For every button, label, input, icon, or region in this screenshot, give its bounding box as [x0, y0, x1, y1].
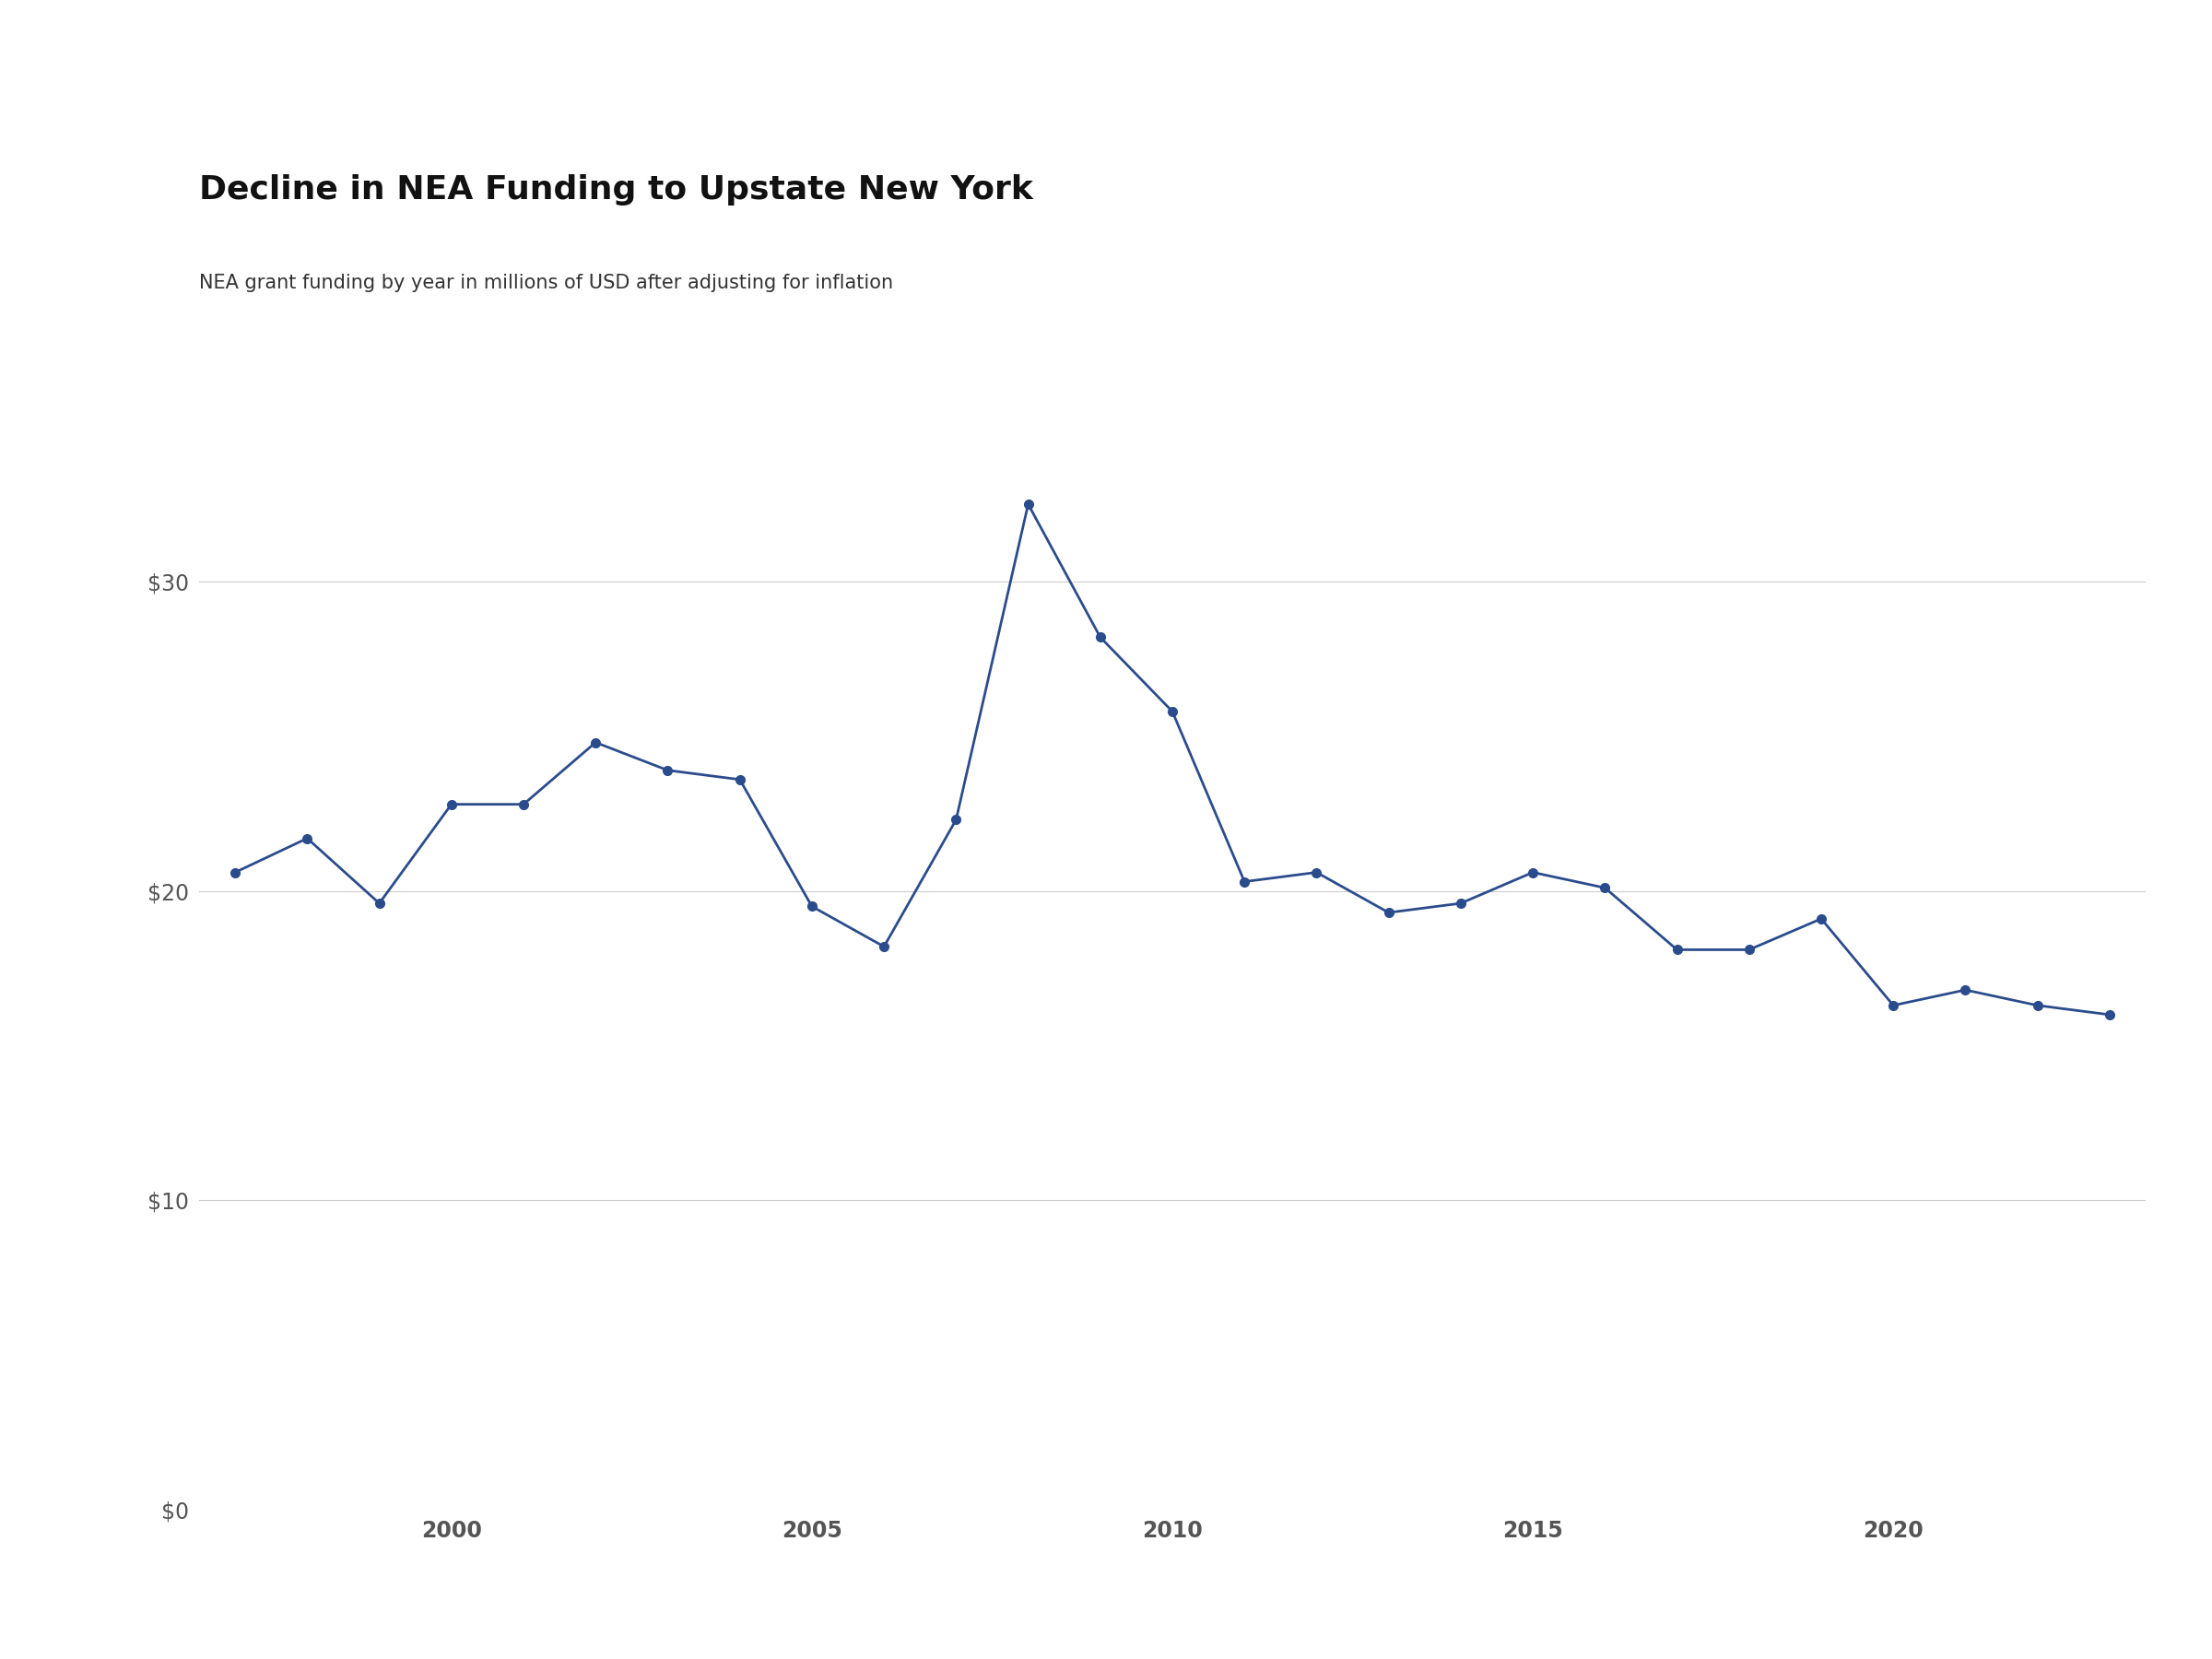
Text: Decline in NEA Funding to Upstate New York: Decline in NEA Funding to Upstate New Yo…: [199, 174, 1033, 206]
Text: NEA grant funding by year in millions of USD after adjusting for inflation: NEA grant funding by year in millions of…: [199, 274, 894, 292]
